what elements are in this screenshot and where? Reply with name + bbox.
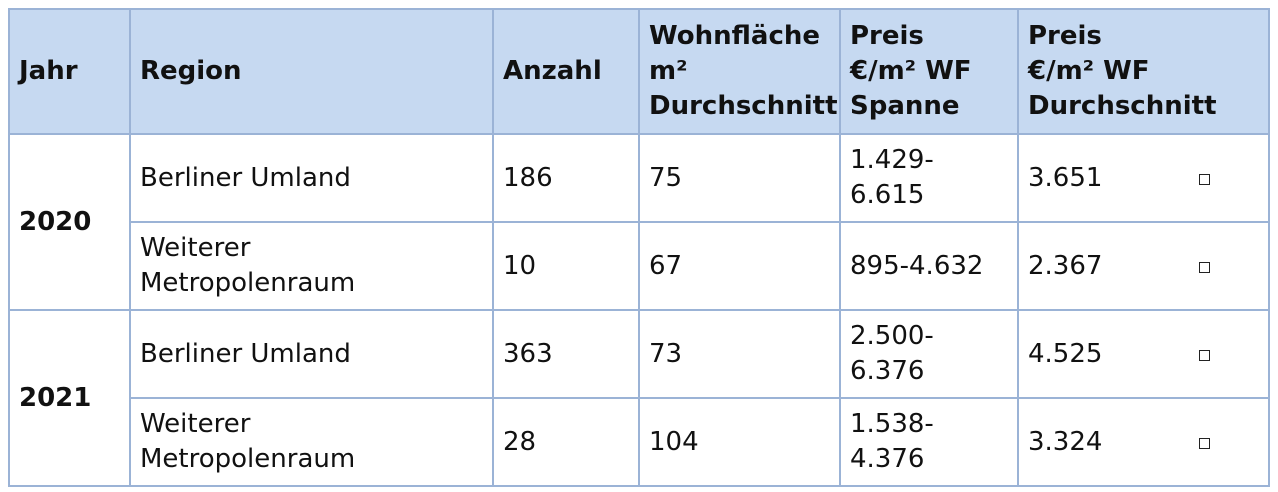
table-row: 2020 Berliner Umland 186 75 1.429- 6.615… [8,133,1270,311]
table-row: Weiterer Metropolenraum 28 104 1.538- 4.… [9,397,1270,487]
header-region: Region [129,8,494,135]
durchschnitt-value: 2.367 [1028,250,1103,281]
square-marker-icon [1199,349,1210,361]
durchschnitt-value: 3.324 [1028,426,1103,457]
wohnflaeche-cell: 73 [638,309,841,399]
header-preis-durchschnitt: Preis €/m² WF Durchschnitt [1017,8,1270,135]
wohnflaeche-cell: 104 [638,397,841,487]
anzahl-cell: 28 [492,397,640,487]
spanne-cell: 895-4.632 [839,221,1019,311]
durchschnitt-cell: 3.651 [1017,133,1270,223]
region-cell: Berliner Umland [129,133,494,223]
year-cell: 2021 [8,309,131,487]
spanne-cell: 1.429- 6.615 [839,133,1019,223]
header-wohnflaeche: Wohnfläche m² Durchschnitt [638,8,841,135]
anzahl-cell: 10 [492,221,640,311]
spanne-cell: 2.500- 6.376 [839,309,1019,399]
square-marker-icon [1199,437,1210,449]
table-row: Weiterer Metropolenraum 10 67 895-4.632 … [9,221,1270,311]
table-row: 2021 Berliner Umland 363 73 2.500- 6.376… [8,309,1270,487]
durchschnitt-cell: 4.525 [1017,309,1270,399]
region-cell: Weiterer Metropolenraum [129,221,494,311]
header-jahr: Jahr [8,8,131,135]
durchschnitt-value: 4.525 [1028,338,1103,369]
spanne-cell: 1.538- 4.376 [839,397,1019,487]
wohnflaeche-cell: 67 [638,221,841,311]
wohnflaeche-cell: 75 [638,133,841,223]
durchschnitt-value: 3.651 [1028,162,1103,193]
region-cell: Berliner Umland [129,309,494,399]
durchschnitt-cell: 3.324 [1017,397,1270,487]
year-cell: 2020 [8,133,131,311]
durchschnitt-cell: 2.367 [1017,221,1270,311]
anzahl-cell: 186 [492,133,640,223]
header-row: Jahr Region Anzahl Wohnfläche m² Durchsc… [8,8,1270,135]
header-anzahl: Anzahl [492,8,640,135]
header-preis-spanne: Preis €/m² WF Spanne [839,8,1019,135]
region-cell: Weiterer Metropolenraum [129,397,494,487]
price-table: Jahr Region Anzahl Wohnfläche m² Durchsc… [8,8,1270,487]
anzahl-cell: 363 [492,309,640,399]
square-marker-icon [1199,173,1210,185]
square-marker-icon [1199,261,1210,273]
